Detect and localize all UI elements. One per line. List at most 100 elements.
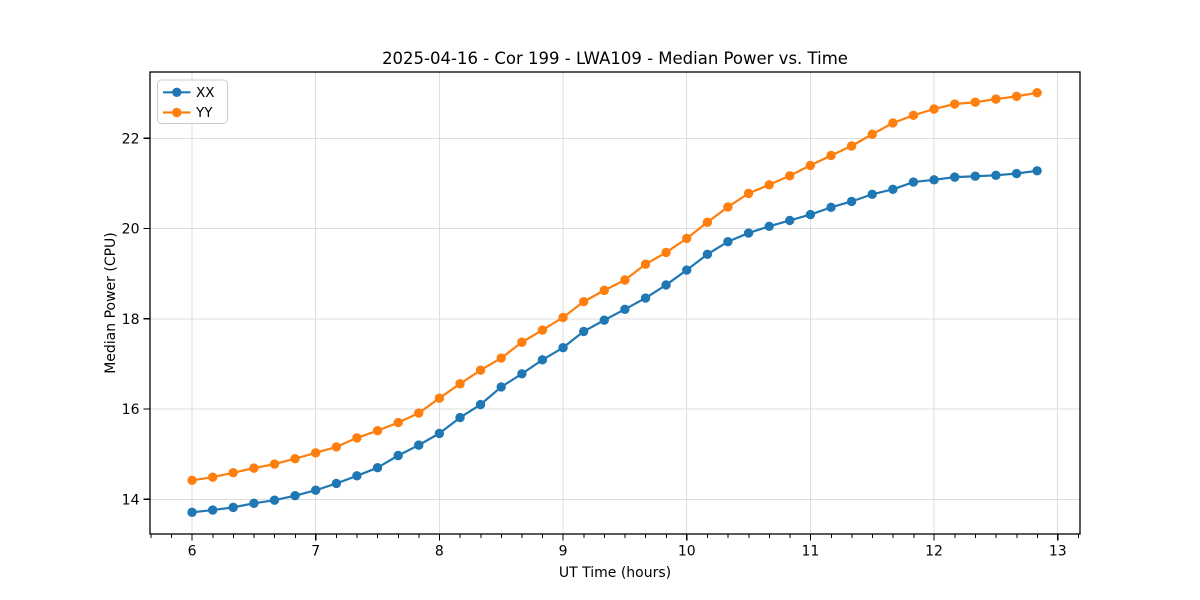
- data-point-yy: [475, 365, 486, 375]
- x-tick-label: 10: [678, 544, 696, 560]
- data-point-yy: [929, 104, 939, 114]
- data-point-yy: [187, 475, 197, 486]
- data-point-yy: [599, 285, 609, 296]
- data-point-xx: [682, 265, 692, 275]
- data-point-yy: [537, 325, 548, 335]
- data-point-yy: [702, 217, 713, 227]
- y-tick-label: 22: [122, 131, 140, 147]
- data-point-xx: [393, 450, 403, 461]
- data-point-yy: [991, 94, 1001, 104]
- y-tick-label: 16: [122, 402, 140, 418]
- data-point-xx: [249, 498, 259, 509]
- data-point-yy: [970, 97, 980, 107]
- data-point-yy: [661, 247, 671, 258]
- data-point-yy: [393, 417, 403, 428]
- x-tick-label: 6: [188, 544, 197, 560]
- data-point-yy: [249, 463, 259, 473]
- data-point-xx: [537, 355, 548, 365]
- data-point-xx: [908, 177, 919, 187]
- data-point-xx: [929, 175, 939, 185]
- data-point-xx: [785, 215, 795, 226]
- data-point-yy: [434, 393, 445, 403]
- data-point-yy: [908, 110, 919, 121]
- data-point-yy: [372, 425, 383, 436]
- data-point-xx: [826, 202, 836, 213]
- series-xx: [187, 166, 1042, 518]
- data-point-xx: [352, 471, 362, 481]
- x-tick-label: 9: [559, 544, 568, 560]
- x-tick-label: 13: [1049, 544, 1067, 560]
- data-point-yy: [455, 379, 465, 389]
- data-point-xx: [331, 478, 342, 489]
- data-point-yy: [950, 99, 960, 109]
- legend-label-xx: XX: [196, 85, 215, 101]
- data-point-yy: [352, 433, 362, 443]
- data-point-yy: [867, 129, 877, 139]
- data-point-yy: [826, 150, 836, 161]
- data-point-xx: [228, 502, 238, 513]
- x-axis-label: UT Time (hours): [558, 565, 672, 581]
- data-point-xx: [620, 304, 630, 315]
- data-point-xx: [970, 171, 980, 181]
- data-point-xx: [723, 236, 733, 247]
- data-point-yy: [269, 459, 280, 469]
- data-point-xx: [867, 189, 877, 199]
- legend-box: [157, 79, 228, 124]
- data-point-xx: [579, 326, 589, 337]
- data-point-xx: [640, 293, 651, 303]
- data-point-xx: [290, 490, 300, 501]
- data-point-xx: [805, 209, 816, 220]
- series-layer: [187, 88, 1042, 518]
- data-point-xx: [1011, 168, 1022, 179]
- tick-layer: 6 7 8 9 10 11 12 13 14 16 18 20 22: [122, 131, 1080, 560]
- grid-layer: [150, 72, 1080, 534]
- data-point-xx: [311, 485, 321, 495]
- data-point-yy: [579, 296, 589, 307]
- data-point-yy: [1011, 91, 1022, 102]
- data-point-yy: [682, 233, 692, 244]
- data-point-yy: [846, 141, 857, 151]
- data-point-xx: [764, 221, 774, 232]
- data-point-xx: [187, 507, 197, 518]
- legend-marker-xx: [172, 87, 182, 98]
- data-point-yy: [208, 472, 218, 482]
- x-tick-label: 7: [311, 544, 320, 560]
- data-point-xx: [475, 399, 486, 410]
- data-point-yy: [805, 160, 816, 171]
- data-point-xx: [269, 495, 280, 505]
- data-point-xx: [414, 440, 424, 450]
- data-point-yy: [311, 448, 321, 458]
- y-tick-label: 20: [122, 222, 140, 238]
- data-point-xx: [661, 280, 671, 290]
- data-point-xx: [434, 428, 445, 439]
- chart-title: 2025-04-16 - Cor 199 - LWA109 - Median P…: [382, 49, 848, 68]
- plot-border: [149, 71, 1081, 535]
- data-point-xx: [888, 184, 898, 195]
- data-point-xx: [991, 170, 1001, 181]
- data-point-xx: [846, 196, 857, 207]
- data-point-yy: [228, 467, 238, 478]
- data-point-yy: [517, 337, 527, 347]
- data-point-xx: [599, 315, 609, 325]
- data-point-yy: [1032, 88, 1042, 98]
- y-axis-label: Median Power (CPU): [103, 232, 119, 374]
- data-point-yy: [640, 259, 651, 269]
- data-point-yy: [620, 275, 630, 285]
- x-tick-label: 8: [435, 544, 444, 560]
- data-point-yy: [290, 453, 300, 464]
- legend-item-yy: YY: [163, 105, 213, 121]
- data-point-yy: [496, 353, 506, 363]
- data-point-xx: [702, 249, 713, 259]
- legend-marker-yy: [172, 107, 182, 118]
- data-point-yy: [723, 202, 733, 212]
- series-line-yy: [190, 91, 1039, 482]
- data-point-xx: [496, 382, 506, 392]
- data-point-yy: [743, 188, 754, 199]
- y-tick-label: 18: [122, 312, 140, 328]
- data-point-xx: [1032, 166, 1042, 176]
- data-point-yy: [764, 180, 774, 190]
- legend-item-xx: XX: [163, 85, 215, 101]
- data-point-xx: [743, 228, 754, 238]
